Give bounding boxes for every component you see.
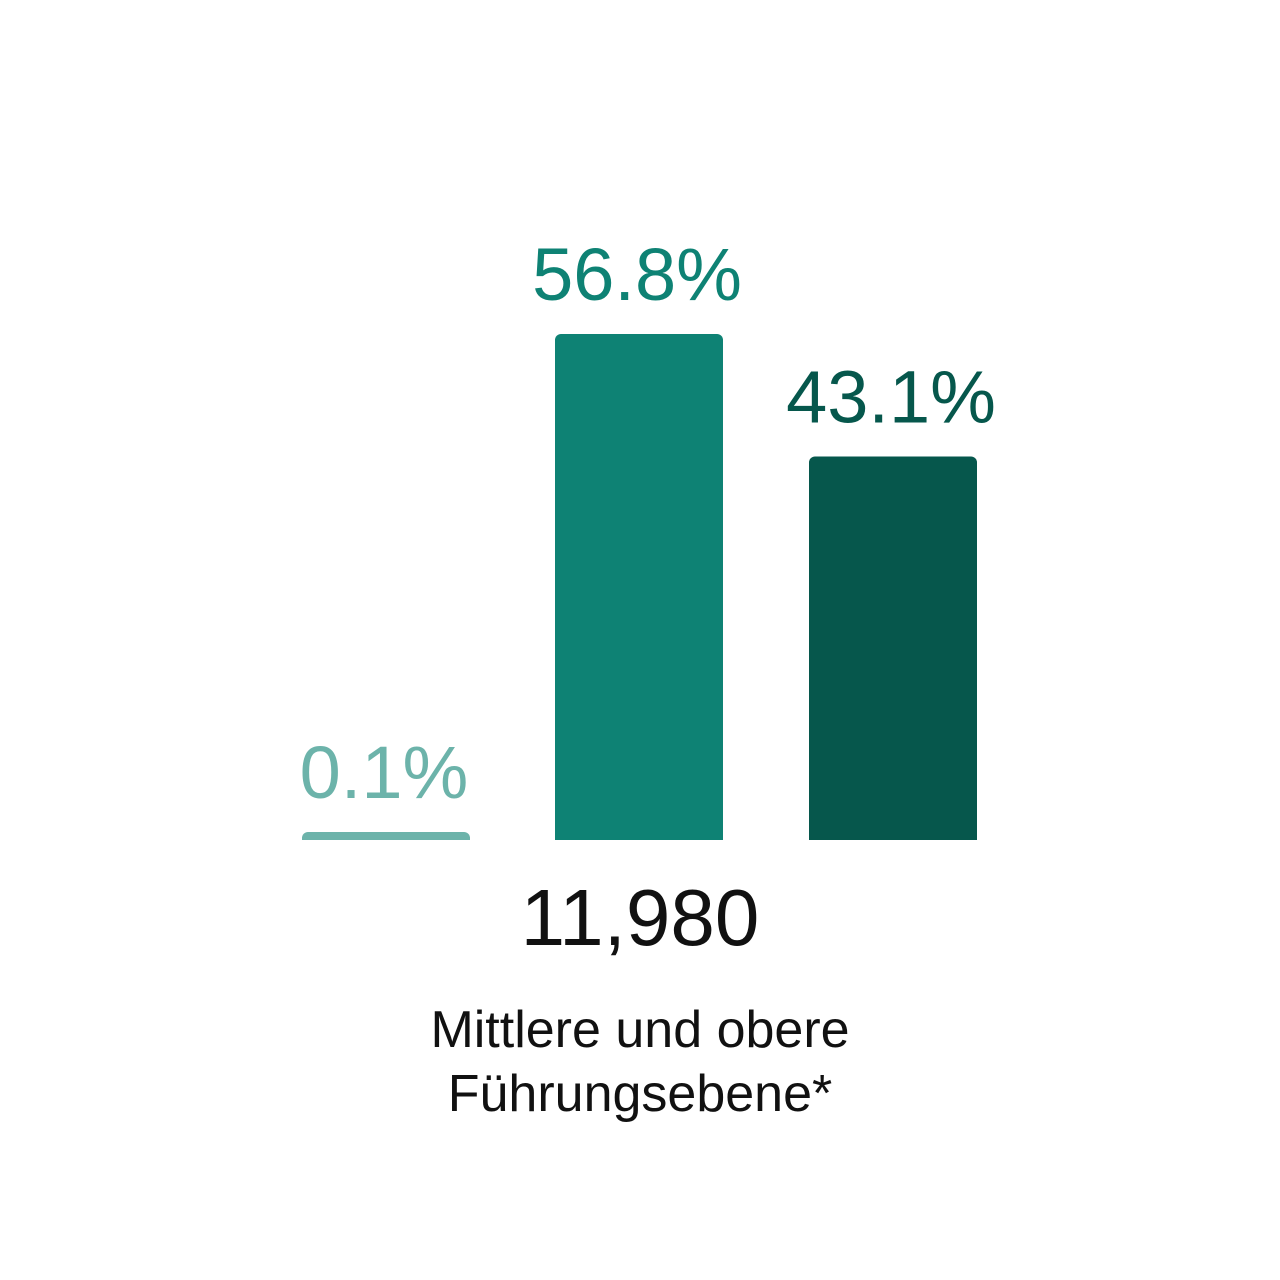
bar-3 (809, 456, 977, 840)
bar-1 (302, 832, 470, 840)
bar-2-value-label: 56.8% (532, 233, 742, 316)
bar-chart: 0.1% 56.8% 43.1% (300, 233, 996, 840)
bar-3-value-label: 43.1% (786, 356, 996, 439)
total-count: 11,980 (520, 873, 760, 962)
bar-2 (555, 334, 723, 840)
category-label: Mittlere und obere Führungsebene* (0, 998, 1280, 1126)
bar-1-value-label: 0.1% (300, 731, 469, 814)
bars: 0.1% 56.8% 43.1% (300, 233, 996, 840)
category-label-line-2: Führungsebene* (447, 1065, 833, 1123)
category-label-line-1: Mittlere und obere (430, 1001, 850, 1059)
